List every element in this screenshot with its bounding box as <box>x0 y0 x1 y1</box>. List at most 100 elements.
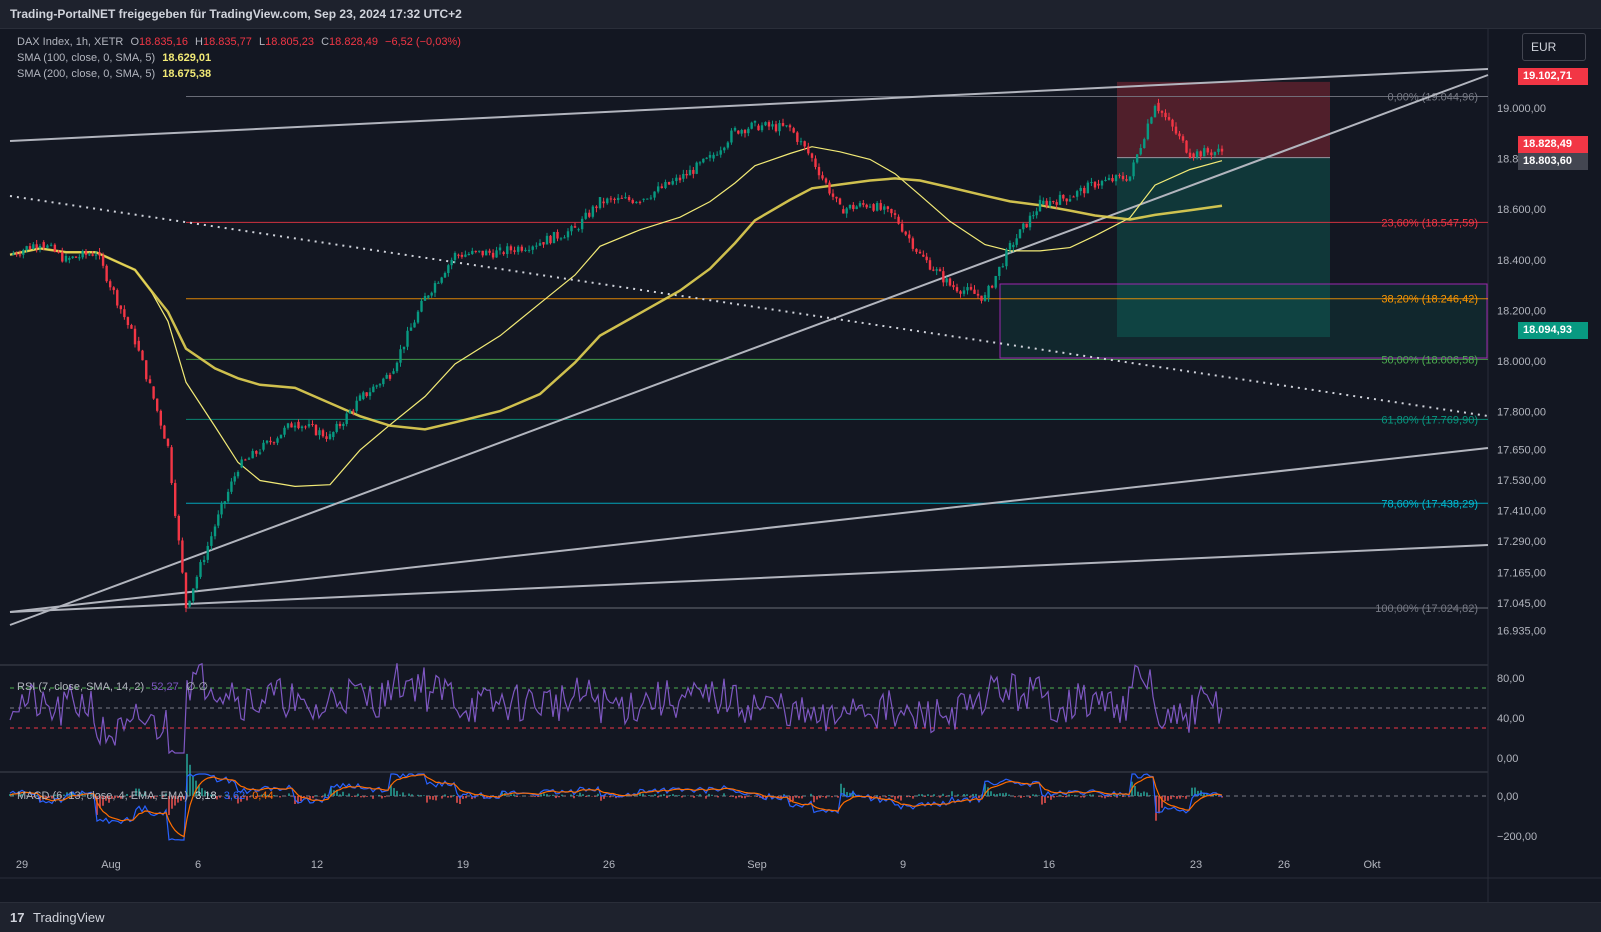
candle-body <box>74 256 78 258</box>
candle-body <box>908 234 911 239</box>
price-tag-stop-label: 19.102,71 <box>1523 70 1572 82</box>
candle <box>1153 104 1157 118</box>
candle-body <box>170 447 173 484</box>
candle <box>116 288 119 309</box>
candle-body <box>108 281 112 288</box>
candle-body <box>886 206 890 209</box>
candle <box>911 236 915 252</box>
candle-body <box>1079 187 1082 192</box>
candle-body <box>297 421 300 429</box>
candle <box>1128 176 1132 182</box>
candle-body <box>627 197 631 201</box>
candle <box>715 151 719 156</box>
candle-body <box>283 427 286 435</box>
c-label: C <box>321 36 330 48</box>
macd-signal-value: 0,44 <box>252 790 274 802</box>
candle <box>918 249 922 255</box>
candle <box>1001 263 1005 268</box>
candle <box>1072 195 1075 198</box>
candle <box>771 120 774 130</box>
candle <box>325 432 328 442</box>
candle <box>181 537 184 574</box>
candle <box>730 128 733 145</box>
candle-body <box>385 374 388 379</box>
candle <box>98 247 101 260</box>
candle-body <box>491 252 495 258</box>
main-legend[interactable]: DAX Index, 1h, XETR O18.835,16 H18.835,7… <box>17 36 461 48</box>
candle-body <box>890 208 893 214</box>
candle-body <box>362 392 365 400</box>
candle <box>513 246 516 255</box>
candle-body <box>1217 148 1220 152</box>
candle <box>1118 173 1121 179</box>
candle <box>1097 179 1100 189</box>
candle <box>342 422 345 430</box>
sma200-legend[interactable]: SMA (200, close, 0, SMA, 5) 18.675,38 <box>17 68 211 80</box>
candle-body <box>450 259 453 266</box>
candle <box>1146 119 1150 141</box>
candle-body <box>635 201 638 204</box>
candle-body <box>137 340 140 351</box>
candle <box>223 500 227 509</box>
candle <box>524 247 527 252</box>
candle <box>32 242 35 250</box>
candle <box>1178 130 1181 140</box>
candle-body <box>1038 199 1042 212</box>
y-tick-label: 16.935,00 <box>1497 626 1546 638</box>
sma100-legend[interactable]: SMA (100, close, 0, SMA, 5) 18.629,01 <box>17 52 211 64</box>
candle-body <box>750 122 753 129</box>
candle-body <box>771 124 774 127</box>
low-value: 18.805,23 <box>265 36 315 48</box>
rsi-legend[interactable]: RSI (7, close, SMA, 14, 2) 52,27 ∅ ∅ <box>17 680 208 693</box>
candle <box>915 248 918 255</box>
candle <box>799 137 803 146</box>
candle-body <box>409 327 413 331</box>
candle <box>1143 137 1146 149</box>
candle <box>719 146 722 158</box>
candle <box>966 283 969 295</box>
candle-body <box>457 254 460 256</box>
candle-body <box>1135 154 1139 163</box>
candle-body <box>195 576 199 589</box>
currency-button[interactable]: EUR <box>1522 33 1586 61</box>
candle-body <box>300 426 304 429</box>
candle-body <box>433 283 437 293</box>
candle <box>293 422 297 432</box>
candle <box>893 209 897 220</box>
candle-body <box>98 252 101 256</box>
candle <box>1042 197 1045 206</box>
candle <box>416 309 420 324</box>
candle-body <box>332 431 335 438</box>
candle-body <box>1012 244 1015 248</box>
candle <box>1058 191 1062 206</box>
candle-body <box>1206 148 1209 153</box>
y-tick-label: 18.600,00 <box>1497 204 1546 216</box>
candle-body <box>897 216 900 224</box>
candle <box>1199 150 1202 161</box>
candle <box>580 216 584 233</box>
footer: 17 TradingView <box>0 902 1601 932</box>
candle <box>230 477 233 495</box>
candle-body <box>365 392 368 397</box>
candle-body <box>588 212 591 217</box>
tradingview-logo-icon[interactable]: 17 <box>10 910 25 925</box>
candle <box>1139 144 1142 156</box>
macd-legend[interactable]: MACD (6, 13, close, 4, EMA, EMA) 3,18 3,… <box>17 790 274 802</box>
candle <box>1028 212 1032 231</box>
candle-body <box>552 231 556 244</box>
candle-body <box>549 235 552 244</box>
candle-body <box>286 423 290 428</box>
candle-body <box>262 442 265 450</box>
candle <box>375 384 378 389</box>
candle-body <box>368 392 372 397</box>
candle-body <box>998 266 1001 276</box>
candle-body <box>810 153 814 158</box>
candle <box>542 242 545 248</box>
candle-body <box>962 290 966 294</box>
candle <box>1075 189 1079 201</box>
candle <box>1048 197 1052 209</box>
candle <box>1135 154 1139 164</box>
candle-body <box>845 208 848 214</box>
candle-body <box>1185 140 1188 153</box>
